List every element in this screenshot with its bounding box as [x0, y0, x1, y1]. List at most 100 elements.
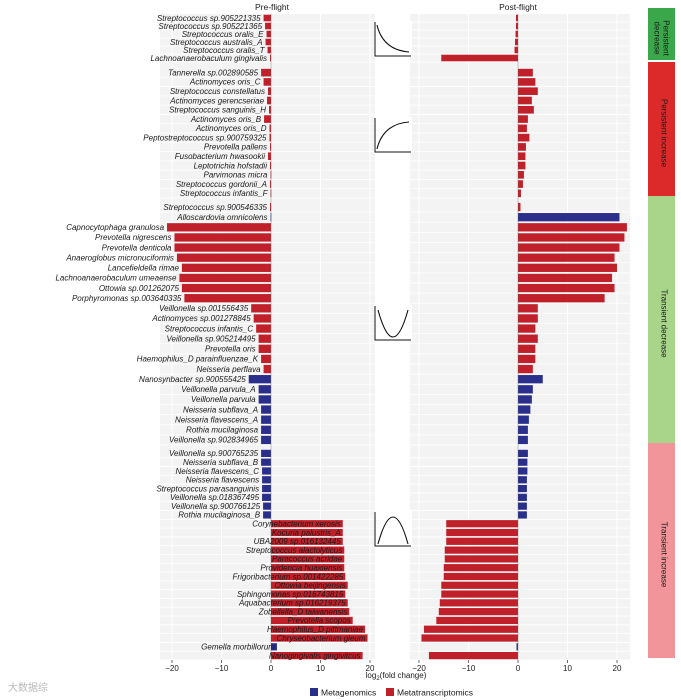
row-label: Streptococcus sp.905221335	[157, 14, 261, 23]
row-label: Prevotella nigrescens	[95, 233, 171, 242]
bar-pre	[262, 484, 271, 493]
bar-post	[518, 124, 527, 133]
bar-post	[518, 273, 613, 283]
row-label: Ottowia sp.001262075	[99, 284, 180, 293]
gridlines	[160, 14, 630, 661]
inset-axes	[374, 22, 411, 57]
row-label: Streptococcus gordonii_A	[176, 180, 267, 189]
inset-background	[374, 117, 412, 153]
bar-pre	[258, 395, 271, 404]
row-label: Streptococcus sp.905221365	[158, 22, 262, 31]
bar-post	[518, 105, 534, 114]
bar-pre	[263, 511, 271, 519]
bar-pre	[258, 385, 271, 394]
group-strips: Persistentdecrease Persistent increase Tra…	[648, 8, 675, 658]
bar-post	[518, 115, 528, 123]
bar-post	[518, 415, 529, 424]
bar-pre	[267, 96, 271, 105]
bar-pre	[184, 294, 271, 303]
bar-pre	[269, 133, 271, 142]
bar-pre	[261, 405, 271, 414]
bar-post	[518, 283, 615, 293]
bar-post	[518, 344, 536, 353]
bar-pre	[270, 54, 271, 62]
row-label: Actinomyces oris_B	[190, 115, 262, 124]
bar-post	[439, 599, 518, 607]
bar-post	[518, 324, 536, 333]
inset-axes	[374, 118, 411, 153]
bar-post	[518, 425, 528, 434]
bar-pre	[269, 124, 271, 133]
group-strip	[648, 62, 675, 196]
inset-curve	[377, 516, 409, 545]
bar-post	[518, 458, 528, 466]
axes: −20 −10 0 10 20 −20 −10 0 10 20	[165, 14, 622, 673]
row-label: Streptococcus alactolyticus	[246, 546, 343, 555]
bar-pre	[271, 599, 348, 607]
bar-post	[518, 334, 538, 343]
bar-pre	[256, 324, 271, 333]
bar-post	[518, 511, 527, 519]
bar-post	[421, 634, 518, 642]
bar-post	[518, 161, 526, 170]
inset-curve	[377, 309, 409, 338]
bar-post	[518, 502, 527, 510]
row-label: Prevotella oris	[205, 345, 256, 354]
bar-post	[518, 87, 538, 96]
bar-pre	[174, 233, 271, 242]
bar-post	[446, 528, 518, 537]
bar-pre	[271, 520, 343, 528]
bar-pre	[265, 38, 271, 46]
bar-pre	[271, 634, 368, 642]
bar-post	[518, 375, 543, 384]
row-labels: Streptococcus sp.905221335Streptococcus …	[55, 14, 365, 661]
row-label: Veillonella sp.902834965	[169, 436, 259, 445]
bar-pre	[258, 344, 271, 353]
bar-pre	[264, 115, 271, 123]
bar-pre	[258, 334, 271, 343]
row-label: Neisseria perflava	[197, 365, 262, 374]
bar-post	[438, 608, 518, 616]
row-label: Veillonella parvula_A	[181, 385, 255, 394]
row-label: Fusobacterium hwasookii	[175, 152, 265, 161]
bar-pre	[271, 625, 366, 633]
bar-pre	[262, 476, 271, 484]
bar-pre	[253, 314, 271, 323]
bar-pre	[261, 68, 271, 77]
row-label: Streptococcus constellatus	[170, 87, 265, 96]
bar-post	[518, 435, 528, 445]
row-label: Anaeroglobus micronuciformis	[65, 253, 174, 262]
row-label: UBA2009 sp.016132445	[254, 537, 342, 546]
bar-post	[441, 581, 518, 589]
row-label: Providencia huaxiensis	[260, 563, 342, 572]
group-label: Transient decrease	[660, 289, 669, 358]
legend-label-metagenomics: Metagenomics	[321, 688, 376, 698]
watermark: 大数据综	[8, 681, 48, 694]
row-label: Capnocytophaga granulosa	[66, 223, 164, 232]
bar-post	[518, 395, 532, 404]
panel-title-pre: Pre-flight	[255, 2, 290, 12]
bar-post	[518, 304, 538, 313]
bar-post	[444, 555, 518, 563]
bar-post	[515, 38, 518, 46]
bar-post	[518, 467, 528, 475]
trend-insets	[374, 21, 412, 547]
bar-pre	[263, 14, 271, 22]
x-tick-label: 20	[613, 664, 622, 673]
bar-pre	[262, 493, 271, 501]
bar-pre	[269, 105, 271, 114]
bar-post	[518, 96, 532, 105]
x-tick-label: 0	[516, 664, 521, 673]
bar-post	[518, 78, 536, 86]
x-tick-label: 0	[269, 664, 274, 673]
bar-pre	[270, 161, 271, 170]
row-label: Streptococcus parasanguinis	[156, 484, 259, 493]
bar-post	[518, 189, 521, 198]
bar-post	[423, 625, 518, 633]
x-axis-label-main: log	[366, 671, 377, 680]
bar-pre	[263, 78, 271, 86]
bar-pre	[270, 143, 271, 151]
row-label: Streptococcus infantis_C	[165, 324, 254, 333]
row-label: Prevotella pallens	[204, 143, 267, 152]
row-label: Leptotrichia hofstadii	[194, 161, 268, 170]
